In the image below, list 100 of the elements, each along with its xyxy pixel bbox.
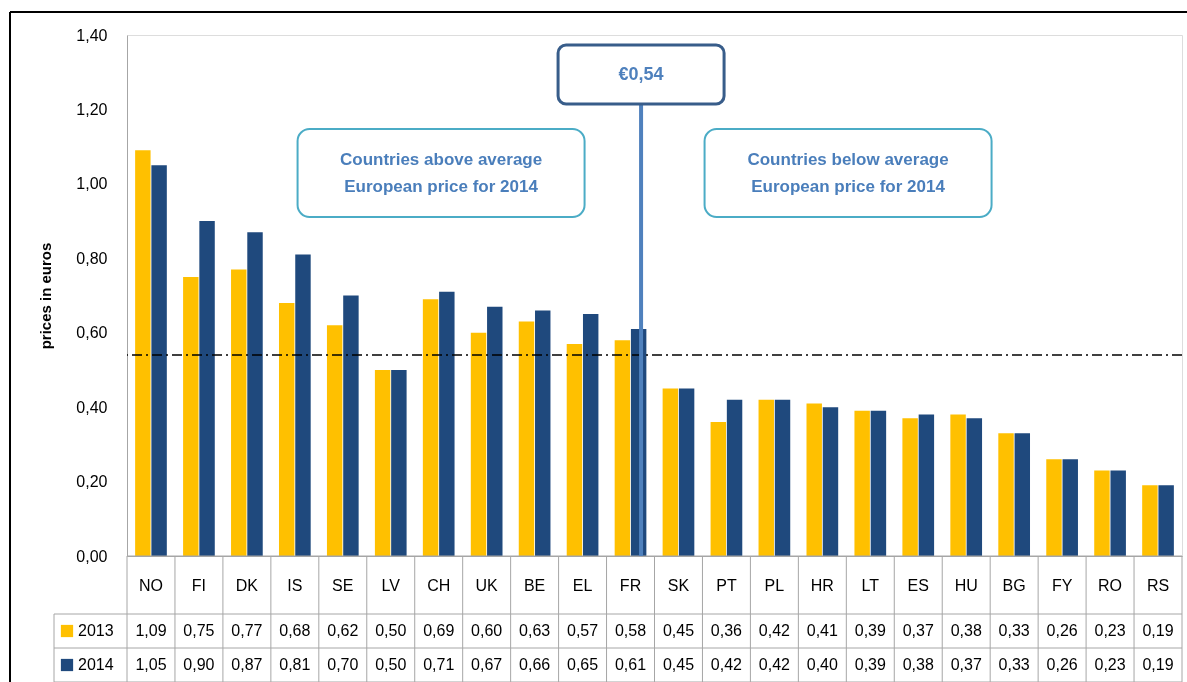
y-tick-label: 1,00: [76, 175, 108, 193]
bar: [151, 165, 167, 556]
data-label: 0,45: [662, 656, 695, 673]
bar: [726, 399, 743, 556]
bar: [391, 369, 407, 556]
data-label: 0,38: [902, 656, 934, 673]
data-label: 0,90: [183, 656, 215, 673]
data-label: 0,33: [998, 656, 1030, 673]
x-tick-label: RO: [1098, 576, 1123, 594]
bar: [854, 410, 870, 556]
x-tick-label: SK: [667, 576, 690, 594]
bar: [1110, 470, 1126, 556]
bar: [278, 302, 295, 556]
bar: [918, 414, 935, 556]
data-label: 0,68: [279, 622, 311, 639]
x-tick-label: PL: [764, 576, 785, 594]
bar: [662, 388, 679, 556]
data-label: 1,09: [135, 622, 167, 639]
x-tick-label: FR: [619, 576, 642, 594]
bar: [614, 340, 631, 556]
bar: [566, 343, 583, 556]
bar: [343, 295, 359, 556]
x-tick-label: LT: [861, 576, 880, 594]
bar: [822, 407, 839, 556]
legend-label: 2014: [78, 656, 114, 673]
x-tick-label: LV: [381, 576, 401, 594]
annotation: Countries below average European price for 2014: [747, 149, 949, 196]
data-label: 0,39: [854, 622, 886, 639]
bar: [774, 399, 791, 556]
bar: [710, 422, 727, 556]
data-label: 0,81: [279, 656, 311, 673]
legend-label: 2013: [78, 622, 114, 639]
data-label: 0,70: [327, 656, 359, 673]
data-label: 0,57: [567, 622, 599, 639]
data-label: 0,36: [710, 622, 743, 639]
data-label: 0,39: [854, 656, 886, 673]
bar: [998, 433, 1014, 556]
data-label: 0,19: [1142, 656, 1174, 673]
data-label: 0,77: [231, 622, 263, 639]
annotation: Countries above average European price for 2014: [339, 149, 543, 196]
x-tick-label: HU: [954, 576, 978, 594]
x-tick-label: CH: [427, 576, 451, 594]
y-tick-label: 0,00: [76, 547, 108, 565]
x-tick-label: EL: [572, 576, 593, 594]
x-tick-label: HR: [810, 576, 834, 594]
data-label: 0,45: [662, 622, 695, 639]
data-label: 0,63: [519, 622, 551, 639]
data-label: 0,62: [327, 622, 359, 639]
bar: [422, 299, 439, 556]
bar: [902, 418, 918, 556]
x-tick-label: BG: [1002, 576, 1026, 594]
bar: [487, 306, 503, 556]
data-label: 0,61: [614, 656, 647, 673]
y-tick-label: 1,20: [76, 100, 108, 118]
data-label: 0,40: [806, 656, 839, 673]
x-tick-label: FY: [1051, 576, 1073, 594]
data-label: 0,75: [183, 622, 215, 639]
data-label: 0,23: [1094, 656, 1126, 673]
y-tick-label: 0,20: [76, 473, 108, 491]
bar: [326, 325, 343, 556]
y-tick-label: 0,40: [76, 398, 108, 416]
data-label: 0,37: [902, 622, 934, 639]
bar: [199, 221, 215, 556]
bar: [439, 291, 455, 556]
bar: [582, 314, 599, 556]
bar: [518, 321, 535, 556]
x-tick-label: SE: [332, 576, 354, 594]
data-label: 0,26: [1046, 656, 1078, 673]
bar: [247, 232, 263, 556]
bar: [1046, 459, 1062, 556]
data-label: 0,60: [471, 622, 503, 639]
bar: [1094, 470, 1110, 556]
bar: [135, 150, 151, 556]
bar: [870, 410, 887, 556]
x-tick-label: DK: [235, 576, 259, 594]
data-label: 0,69: [423, 622, 455, 639]
bar: [758, 399, 774, 556]
x-tick-label: ES: [907, 576, 929, 594]
data-label: 0,38: [950, 622, 982, 639]
y-tick-label: 0,80: [76, 249, 108, 267]
data-label: 0,58: [614, 622, 647, 639]
data-label: 0,26: [1046, 622, 1078, 639]
data-label: 0,67: [471, 656, 503, 673]
bar: [183, 276, 199, 556]
bar: [295, 254, 311, 556]
bar: [535, 310, 551, 556]
bar: [374, 369, 391, 556]
data-label: 0,42: [758, 622, 791, 639]
x-tick-label: PT: [716, 576, 737, 594]
bar: [470, 332, 487, 556]
bar: [1014, 433, 1031, 556]
data-label: 0,50: [375, 622, 407, 639]
y-tick-label: 0,60: [76, 324, 108, 342]
data-label: 0,65: [567, 656, 599, 673]
bar: [966, 418, 983, 556]
data-label: 0,87: [231, 656, 263, 673]
data-label: 0,71: [423, 656, 455, 673]
bar: [1142, 485, 1158, 556]
data-label: 0,42: [758, 656, 791, 673]
bar: [1158, 485, 1174, 556]
